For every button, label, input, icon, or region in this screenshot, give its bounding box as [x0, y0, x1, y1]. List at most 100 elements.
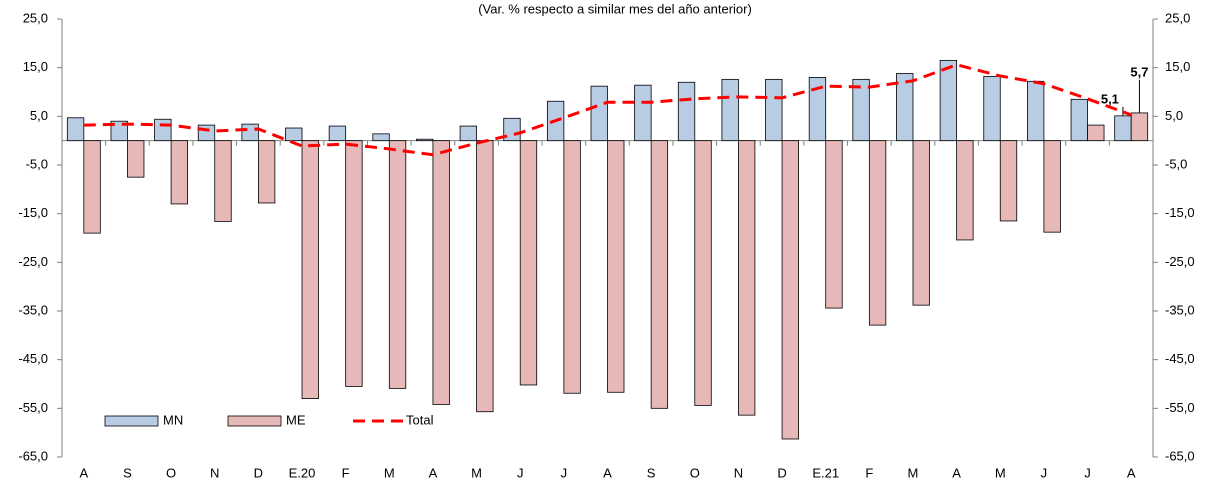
- bar: [781, 140, 799, 440]
- y-tick-label: -65,0: [18, 448, 48, 463]
- bar: [1027, 80, 1045, 142]
- y2-tick-label: -55,0: [1165, 400, 1195, 415]
- x-tick-label: J: [517, 465, 524, 480]
- y-tick-label: -55,0: [18, 400, 48, 415]
- y2-tick-label: 5,0: [1165, 108, 1183, 123]
- bar: [808, 77, 827, 142]
- y2-tick-label: -25,0: [1165, 254, 1195, 269]
- bar: [170, 140, 189, 205]
- bar: [956, 140, 974, 241]
- data-label: 5,7: [1130, 64, 1148, 79]
- y-tick-label: 5,0: [30, 108, 48, 123]
- bar: [416, 138, 434, 142]
- bar: [694, 140, 712, 406]
- y-tick-label: 25,0: [23, 10, 48, 25]
- bar: [563, 140, 581, 394]
- bar: [999, 140, 1018, 222]
- x-tick-label: S: [123, 465, 132, 480]
- y-tick-label: -15,0: [18, 205, 48, 220]
- legend-label: ME: [286, 412, 306, 427]
- x-tick-label: E.21: [812, 465, 839, 480]
- bar: [154, 118, 172, 142]
- x-tick-label: A: [952, 465, 961, 480]
- y-tick-label: -45,0: [18, 351, 48, 366]
- y2-tick-label: -5,0: [1165, 156, 1187, 171]
- y2-tick-label: -65,0: [1165, 448, 1195, 463]
- bar: [214, 140, 232, 222]
- x-tick-label: N: [210, 465, 219, 480]
- bar: [127, 140, 145, 178]
- bar: [738, 140, 756, 416]
- bar: [388, 140, 407, 389]
- bar: [852, 78, 870, 142]
- bar: [459, 125, 477, 142]
- bar: [257, 140, 276, 204]
- bar: [983, 76, 1001, 142]
- y2-tick-label: 15,0: [1165, 59, 1190, 74]
- bar: [372, 133, 390, 142]
- x-tick-label: F: [865, 465, 873, 480]
- bar: [1070, 98, 1088, 142]
- bar: [590, 85, 608, 142]
- x-tick-label: N: [734, 465, 743, 480]
- bar: [650, 140, 669, 409]
- data-label: 5,1: [1101, 91, 1119, 106]
- x-tick-label: A: [429, 465, 438, 480]
- y2-tick-label: -35,0: [1165, 302, 1195, 317]
- bar: [634, 84, 652, 142]
- bar: [1043, 140, 1061, 233]
- x-tick-label: M: [995, 465, 1006, 480]
- x-tick-label: D: [777, 465, 786, 480]
- y-tick-label: 15,0: [23, 59, 48, 74]
- legend-swatch: [227, 415, 282, 427]
- x-tick-label: A: [603, 465, 612, 480]
- bar: [939, 59, 958, 142]
- bar: [677, 81, 696, 142]
- line-series: [83, 63, 1132, 157]
- x-tick-label: A: [1127, 465, 1136, 480]
- y-tick-label: -5,0: [26, 156, 48, 171]
- y2-tick-label: -45,0: [1165, 351, 1195, 366]
- x-tick-label: O: [166, 465, 176, 480]
- legend-label: Total: [406, 412, 434, 427]
- x-tick-label: A: [79, 465, 88, 480]
- y-tick-label: -35,0: [18, 302, 48, 317]
- bar: [476, 140, 494, 413]
- x-tick-label: J: [561, 465, 568, 480]
- bar: [301, 140, 319, 399]
- bar: [607, 140, 625, 393]
- bar: [721, 78, 739, 142]
- legend-label: MN: [163, 412, 183, 427]
- bar: [765, 78, 783, 142]
- bar: [1130, 112, 1149, 142]
- x-tick-label: J: [1084, 465, 1091, 480]
- legend-swatch: [104, 415, 159, 427]
- x-tick-label: E.20: [289, 465, 316, 480]
- bar: [1087, 124, 1105, 142]
- bar: [197, 124, 216, 142]
- bar: [868, 140, 887, 326]
- x-tick-label: O: [690, 465, 700, 480]
- x-tick-label: M: [908, 465, 919, 480]
- bar: [1114, 115, 1132, 142]
- x-tick-label: F: [342, 465, 350, 480]
- bar: [825, 140, 843, 309]
- x-tick-label: M: [471, 465, 482, 480]
- x-tick-label: J: [1041, 465, 1048, 480]
- x-tick-label: S: [647, 465, 656, 480]
- bar: [328, 125, 347, 142]
- y2-tick-label: -15,0: [1165, 205, 1195, 220]
- bar: [519, 140, 538, 386]
- bar: [66, 117, 85, 142]
- y2-tick-label: 25,0: [1165, 10, 1190, 25]
- x-tick-label: M: [384, 465, 395, 480]
- bar: [896, 73, 914, 142]
- y-tick-label: -25,0: [18, 254, 48, 269]
- bar: [241, 123, 259, 142]
- bar: [83, 140, 101, 234]
- chart-subtitle: (Var. % respecto a similar mes del año a…: [478, 1, 752, 16]
- bar: [912, 140, 930, 306]
- bar: [285, 127, 303, 142]
- bar: [110, 120, 128, 142]
